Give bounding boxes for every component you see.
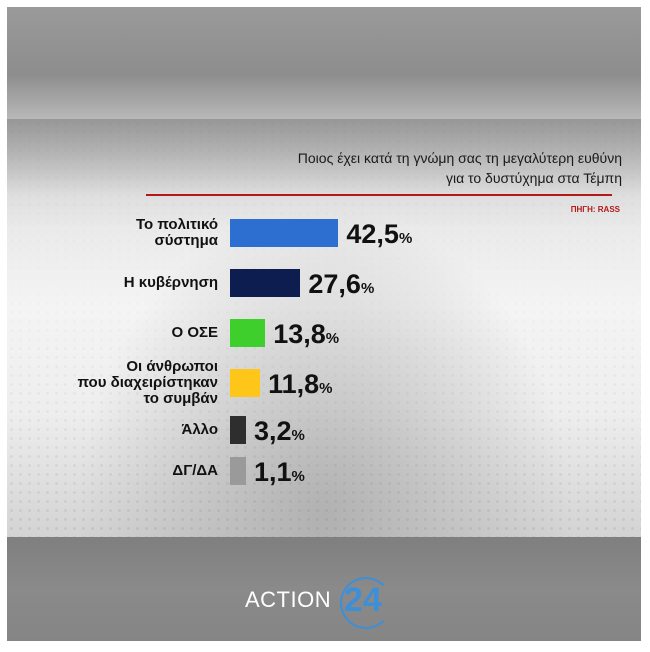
category-label-line: Οι άνθρωποι bbox=[126, 358, 218, 375]
value-unit: % bbox=[398, 230, 413, 247]
value-label: 11,8% bbox=[268, 369, 332, 404]
value-number: 13,8 bbox=[273, 319, 326, 349]
value-label: 1,1% bbox=[254, 457, 305, 492]
category-label-line: Η κυβέρνηση bbox=[123, 274, 218, 291]
bar bbox=[230, 269, 301, 297]
chart-title-line-1: Ποιος έχει κατά τη γνώμη σας τη μεγαλύτε… bbox=[297, 150, 622, 166]
category-label: Άλλο bbox=[18, 421, 219, 438]
value-unit: % bbox=[291, 427, 305, 444]
chart-panel bbox=[7, 119, 641, 537]
value-number: 11,8 bbox=[268, 369, 320, 399]
value-label: 13,8% bbox=[273, 319, 339, 354]
value-label: 42,5% bbox=[346, 219, 412, 254]
top-band bbox=[7, 7, 641, 119]
value-number: 1,1 bbox=[254, 457, 292, 487]
bar bbox=[230, 416, 246, 444]
category-label: Η κυβέρνηση bbox=[18, 275, 218, 291]
action24-logo: ACTION 24 bbox=[245, 577, 405, 631]
bar bbox=[230, 457, 246, 485]
logo-text: ACTION bbox=[245, 587, 332, 612]
category-label-line: Άλλο bbox=[181, 421, 219, 438]
value-unit: % bbox=[319, 380, 333, 397]
title-rule bbox=[146, 194, 612, 196]
value-number: 3,2 bbox=[254, 416, 292, 446]
value-number: 42,5 bbox=[346, 219, 399, 249]
value-label: 3,2% bbox=[254, 416, 305, 451]
background-building bbox=[7, 119, 641, 229]
category-label: Οι άνθρωποι που διαχειρίστηκαν το συμβάν bbox=[18, 359, 218, 407]
chart-title: Ποιος έχει κατά τη γνώμη σας τη μεγαλύτε… bbox=[162, 148, 622, 188]
category-label-line: Το πολιτικό bbox=[135, 216, 218, 233]
category-label-line: σύστημα bbox=[154, 232, 218, 249]
category-label-line: Ο ΟΣΕ bbox=[171, 324, 218, 341]
logo-number: 24 bbox=[344, 581, 382, 619]
category-label: Το πολιτικό σύστημα bbox=[18, 217, 218, 249]
category-label-line: ΔΓ/ΔΑ bbox=[172, 462, 218, 479]
chart-title-line-2: για το δυστύχημα στα Τέμπη bbox=[445, 170, 622, 186]
bar bbox=[230, 319, 266, 347]
value-unit: % bbox=[291, 468, 305, 485]
category-label: ΔΓ/ΔΑ bbox=[18, 463, 218, 479]
source-label: ΠΗΓΗ: RASS bbox=[570, 205, 620, 214]
logo-ring-icon bbox=[340, 577, 392, 629]
category-label-line: που διαχειρίστηκαν bbox=[77, 374, 218, 391]
value-unit: % bbox=[360, 280, 375, 297]
value-number: 27,6 bbox=[308, 269, 361, 299]
category-label: Ο ΟΣΕ bbox=[18, 325, 218, 341]
category-label-line: το συμβάν bbox=[143, 390, 219, 407]
bar bbox=[230, 219, 339, 247]
bottom-band bbox=[7, 537, 641, 641]
value-label: 27,6% bbox=[308, 269, 374, 304]
bar bbox=[230, 369, 261, 397]
infographic-frame bbox=[7, 7, 641, 641]
background-dots bbox=[7, 119, 641, 537]
value-unit: % bbox=[325, 330, 340, 347]
